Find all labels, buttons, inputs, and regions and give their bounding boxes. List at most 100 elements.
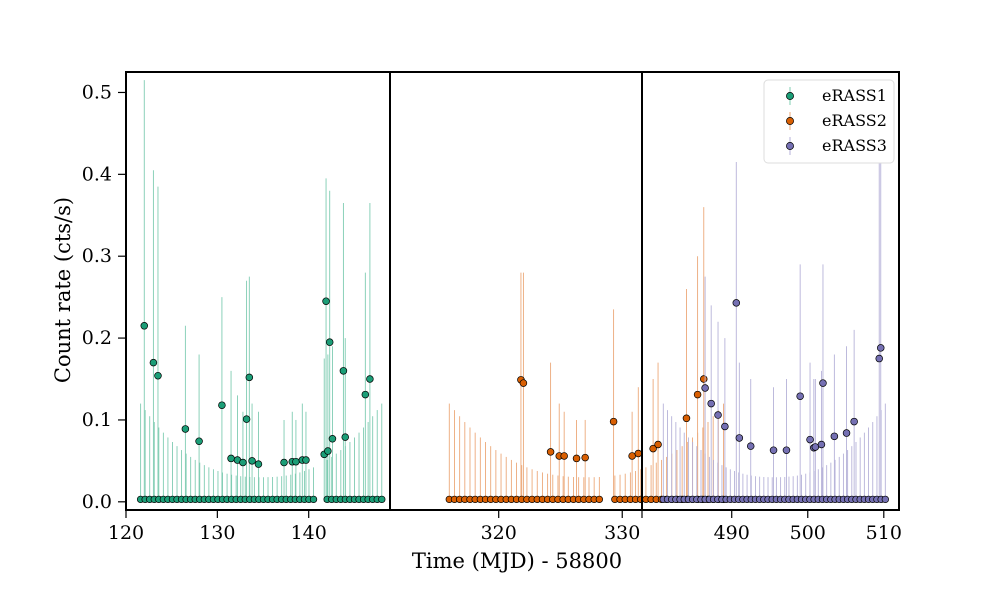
detection-point <box>181 425 190 433</box>
x-tick-label: 320 <box>481 522 517 544</box>
legend-marker-erass1 <box>786 92 794 100</box>
detection-point <box>366 375 374 383</box>
detection-point <box>254 460 263 468</box>
detection-point <box>817 440 826 449</box>
detection-point <box>280 458 288 467</box>
erass1-points <box>136 297 386 504</box>
detection-point <box>714 411 722 419</box>
detection-point <box>877 344 885 352</box>
baseline-point <box>595 495 603 504</box>
detection-point <box>707 399 715 408</box>
y-tick-label: 0.2 <box>82 327 112 349</box>
detection-point <box>701 384 709 392</box>
x-tick-label: 490 <box>714 522 750 544</box>
legend: eRASS1 eRASS2 eRASS3 <box>763 79 895 164</box>
detection-point <box>361 390 370 399</box>
detection-point <box>242 415 251 423</box>
x-tick-label: 500 <box>790 522 826 544</box>
detection-point <box>842 429 851 437</box>
detection-point <box>769 446 778 454</box>
panel-erass2 <box>445 207 728 504</box>
detection-point <box>693 390 702 399</box>
x-tick-label: 120 <box>108 522 144 544</box>
detection-point <box>628 452 636 460</box>
panel-frame-erass3 <box>641 71 900 511</box>
detection-point <box>218 401 226 409</box>
erass1-error-bars <box>140 80 383 502</box>
detection-point <box>609 417 618 426</box>
x-tick-label: 130 <box>199 522 235 544</box>
erass3-error-bars <box>662 117 886 502</box>
detection-point <box>700 375 708 383</box>
detection-point <box>322 297 330 305</box>
panel-erass1 <box>136 80 386 504</box>
y-tick-label: 0.1 <box>82 409 112 431</box>
y-axis-label: Count rate (cts/s) <box>51 197 75 383</box>
legend-entry-erass3: eRASS3 <box>786 136 887 155</box>
panel-frame-erass2 <box>389 71 643 511</box>
baseline-point <box>309 495 318 504</box>
detection-point <box>819 379 827 387</box>
detection-point <box>806 435 814 444</box>
legend-entry-erass2: eRASS2 <box>786 111 887 130</box>
detection-point <box>546 448 555 456</box>
panel-frame-erass1 <box>125 71 391 511</box>
detection-point <box>654 440 662 449</box>
erass3-points <box>659 299 889 504</box>
detection-point <box>796 392 804 400</box>
detection-point <box>572 454 581 463</box>
detection-point <box>735 434 744 442</box>
detection-point <box>682 414 691 423</box>
baseline-point <box>881 495 889 504</box>
panel-frames <box>125 71 900 511</box>
legend-marker-erass2 <box>786 117 794 125</box>
y-axis: 0.0 0.1 0.2 0.3 0.4 0.5 <box>82 81 126 513</box>
detection-point <box>140 322 149 330</box>
legend-box <box>763 79 895 164</box>
legend-label-erass1: eRASS1 <box>822 86 887 105</box>
x-tick-label: 330 <box>604 522 640 544</box>
y-tick-label: 0.3 <box>82 245 112 267</box>
detection-point <box>341 433 349 441</box>
y-tick-label: 0.5 <box>82 81 112 103</box>
detection-point <box>292 457 300 466</box>
legend-label-erass2: eRASS2 <box>822 111 887 130</box>
x-axis: 120 130 140 320 330 490 500 510 <box>108 510 902 544</box>
detection-point <box>581 453 589 462</box>
detection-point <box>560 452 568 460</box>
x-tick-label: 510 <box>866 522 902 544</box>
detection-point <box>782 446 791 454</box>
detection-point <box>519 379 528 387</box>
detection-point <box>339 367 348 375</box>
erass2-points <box>445 375 728 504</box>
detection-point <box>227 454 235 463</box>
detection-point <box>154 371 162 380</box>
detection-point <box>649 444 657 453</box>
detection-point <box>245 373 254 382</box>
detection-point <box>634 449 643 458</box>
legend-marker-erass3 <box>786 142 794 150</box>
x-tick-label: 140 <box>291 522 327 544</box>
detection-point <box>746 442 755 450</box>
detection-point <box>239 458 247 467</box>
detection-point <box>195 437 203 445</box>
detection-point <box>149 358 158 367</box>
detection-point <box>248 457 256 465</box>
panel-erass3 <box>659 117 889 504</box>
y-tick-label: 0.0 <box>82 491 112 513</box>
erass2-error-bars <box>448 207 724 502</box>
detection-point <box>324 447 332 455</box>
detection-point <box>830 432 839 441</box>
detection-point <box>850 417 858 426</box>
x-axis-label: Time (MJD) - 58800 <box>412 549 622 573</box>
detection-point <box>732 299 741 307</box>
detection-point <box>721 422 729 431</box>
y-tick-label: 0.4 <box>82 163 112 185</box>
detection-point <box>328 435 337 443</box>
baseline-point <box>378 495 386 504</box>
detection-point <box>875 354 883 363</box>
legend-label-erass3: eRASS3 <box>822 136 887 155</box>
legend-entry-erass1: eRASS1 <box>786 86 887 105</box>
detection-point <box>325 338 334 346</box>
